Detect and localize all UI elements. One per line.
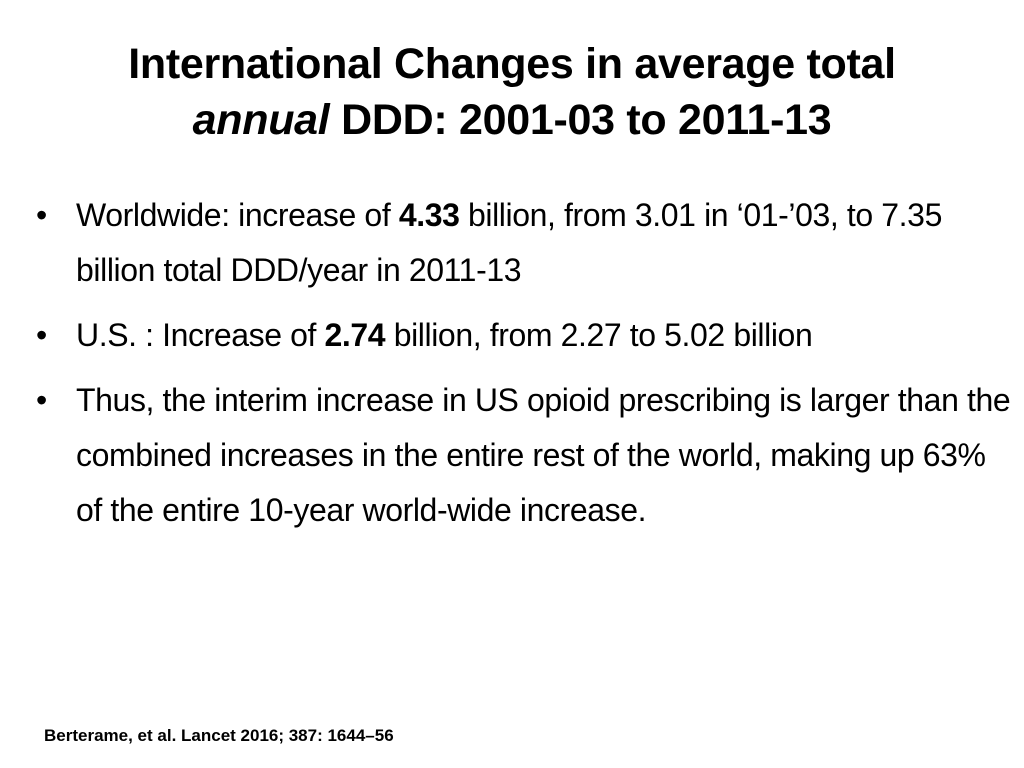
bullet-marker: • <box>36 317 47 353</box>
bullet-marker: • <box>36 197 47 233</box>
bullet-worldwide: • Worldwide: increase of 4.33 billion, f… <box>32 188 1012 298</box>
title-italic-word: annual <box>192 96 330 144</box>
title-line-2-rest: DDD: 2001-03 to 2011-13 <box>329 96 832 144</box>
citation: Berterame, et al. Lancet 2016; 387: 1644… <box>44 726 394 745</box>
bullet-text-pre: Worldwide: increase of <box>76 197 399 233</box>
bullet-marker: • <box>36 382 47 418</box>
bullet-text-pre: U.S. : Increase of <box>76 317 325 353</box>
title-line-2: annual DDD: 2001-03 to 2011-13 <box>40 92 984 148</box>
title-line-1: International Changes in average total <box>128 40 896 88</box>
bullet-list: • Worldwide: increase of 4.33 billion, f… <box>32 188 1012 548</box>
bullet-bold-value: 2.74 <box>324 317 386 353</box>
bullet-conclusion: • Thus, the interim increase in US opioi… <box>32 373 1012 538</box>
bullet-text-post: billion, from 3.01 in ‘01-’03, to 7.35 b… <box>76 197 942 288</box>
bullet-text-post: billion, from 2.27 to 5.02 billion <box>385 317 813 353</box>
bullet-text: Thus, the interim increase in US opioid … <box>76 382 1011 528</box>
slide-title: International Changes in average total a… <box>40 36 984 148</box>
bullet-us: • U.S. : Increase of 2.74 billion, from … <box>32 308 1012 363</box>
bullet-bold-value: 4.33 <box>398 197 460 233</box>
